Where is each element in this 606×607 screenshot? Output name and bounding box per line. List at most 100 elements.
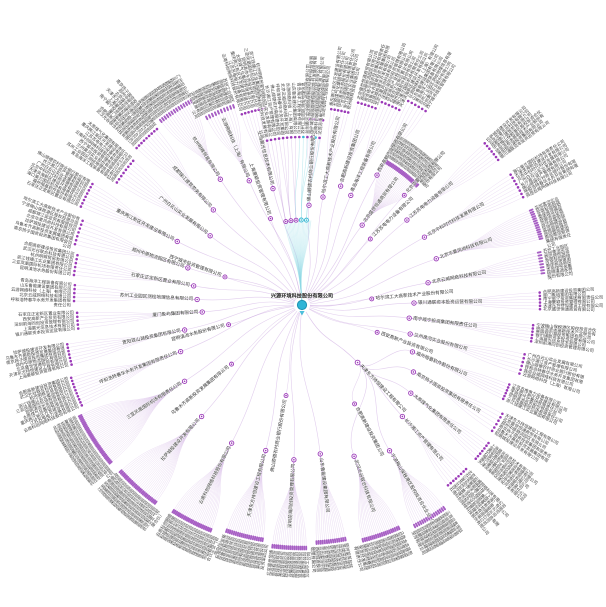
leaf-node[interactable] [66,346,70,349]
leaf-node[interactable] [260,107,264,111]
leaf-node-capsule[interactable] [421,519,425,524]
leaf-node-capsule[interactable] [396,167,401,172]
leaf-node-capsule[interactable] [210,112,215,118]
leaf-node-capsule[interactable] [436,509,441,515]
leaf-node-capsule[interactable] [189,98,193,104]
leaf-node[interactable] [147,134,151,138]
leaf-node[interactable] [318,136,321,140]
leaf-node[interactable] [343,110,347,113]
leaf-node[interactable] [406,99,410,103]
leaf-node[interactable] [501,412,504,416]
leaf-node[interactable] [457,474,460,478]
leaf-node-capsule[interactable] [537,235,543,238]
leaf-node[interactable] [374,106,377,110]
leaf-node-capsule[interactable] [428,514,433,520]
leaf-node-capsule[interactable] [423,518,427,523]
leaf-node[interactable] [530,336,533,340]
leaf-node[interactable] [119,174,123,178]
leaf-node-capsule[interactable] [161,117,165,122]
leaf-node[interactable] [76,315,79,319]
leaf-node-capsule[interactable] [177,512,182,518]
leaf-node-capsule[interactable] [538,260,544,263]
leaf-node[interactable] [257,108,261,112]
leaf-node-capsule[interactable] [249,535,253,540]
leaf-node-capsule[interactable] [390,528,394,534]
leaf-node-capsule[interactable] [273,544,276,549]
leaf-node[interactable] [79,223,83,226]
leaf-node[interactable] [454,477,458,480]
leaf-node-capsule[interactable] [374,533,378,539]
leaf-node-capsule[interactable] [194,521,198,526]
leaf-node-capsule[interactable] [532,219,538,223]
leaf-node-capsule[interactable] [122,473,127,478]
leaf-node-capsule[interactable] [259,537,263,542]
leaf-node-capsule[interactable] [195,522,200,527]
leaf-node[interactable] [281,136,285,140]
leaf-node-capsule[interactable] [400,170,405,176]
leaf-node-capsule[interactable] [99,449,104,454]
leaf-node[interactable] [87,189,91,192]
leaf-node-capsule[interactable] [537,232,543,236]
leaf-node[interactable] [346,111,350,114]
leaf-node[interactable] [336,109,340,112]
leaf-node-capsule[interactable] [442,505,446,511]
leaf-node-capsule[interactable] [297,545,300,551]
leaf-node[interactable] [521,360,525,364]
leaf-node-capsule[interactable] [279,544,282,550]
leaf-node-capsule[interactable] [101,452,107,457]
leaf-node[interactable] [76,395,80,398]
leaf-node-capsule[interactable] [414,522,419,528]
leaf-node[interactable] [142,139,146,142]
leaf-node[interactable] [459,472,463,476]
leaf-node-capsule[interactable] [281,544,284,550]
leaf-node[interactable] [73,287,76,291]
leaf-node-capsule[interactable] [535,226,540,230]
leaf-node-capsule[interactable] [187,100,191,105]
leaf-node-capsule[interactable] [149,497,154,502]
leaf-node[interactable] [153,130,156,133]
leaf-node[interactable] [85,192,89,195]
leaf-node[interactable] [529,339,533,343]
leaf-node[interactable] [356,101,360,104]
leaf-node-capsule[interactable] [206,526,210,532]
leaf-node-capsule[interactable] [397,168,402,174]
leaf-node-capsule[interactable] [83,425,89,429]
leaf-node-capsule[interactable] [295,545,298,551]
leaf-node-capsule[interactable] [380,532,384,537]
leaf-node-capsule[interactable] [539,263,544,266]
leaf-node[interactable] [538,301,542,304]
leaf-node-capsule[interactable] [430,513,435,518]
leaf-node[interactable] [75,234,79,238]
leaf-node-capsule[interactable] [105,456,110,461]
leaf-node-capsule[interactable] [213,111,218,116]
leaf-node-capsule[interactable] [408,177,414,182]
leaf-node-capsule[interactable] [207,527,212,532]
leaf-node-capsule[interactable] [100,450,105,455]
leaf-node[interactable] [73,291,76,295]
leaf-node-capsule[interactable] [419,520,423,525]
leaf-node-capsule[interactable] [98,448,103,452]
leaf-node-capsule[interactable] [410,178,415,183]
leaf-node-capsule[interactable] [192,520,196,526]
leaf-node-capsule[interactable] [403,173,408,178]
leaf-node-capsule[interactable] [367,536,371,542]
leaf-node-capsule[interactable] [236,531,240,537]
leaf-node-capsule[interactable] [425,517,429,522]
leaf-node-capsule[interactable] [202,525,206,530]
leaf-node-capsule[interactable] [185,517,190,522]
leaf-node[interactable] [80,404,84,407]
leaf-node[interactable] [490,429,494,433]
leaf-node[interactable] [69,376,73,380]
leaf-node[interactable] [67,353,71,356]
leaf-node[interactable] [155,127,159,131]
leaf-node-capsule[interactable] [174,510,179,516]
leaf-node-capsule[interactable] [331,538,335,544]
leaf-node-capsule[interactable] [536,251,542,254]
leaf-node-capsule[interactable] [90,436,95,440]
leaf-node-capsule[interactable] [173,509,177,515]
leaf-node-capsule[interactable] [395,526,399,531]
leaf-node-capsule[interactable] [147,496,152,501]
leaf-node-capsule[interactable] [533,221,539,225]
leaf-node-capsule[interactable] [85,428,91,432]
leaf-node[interactable] [310,117,314,121]
